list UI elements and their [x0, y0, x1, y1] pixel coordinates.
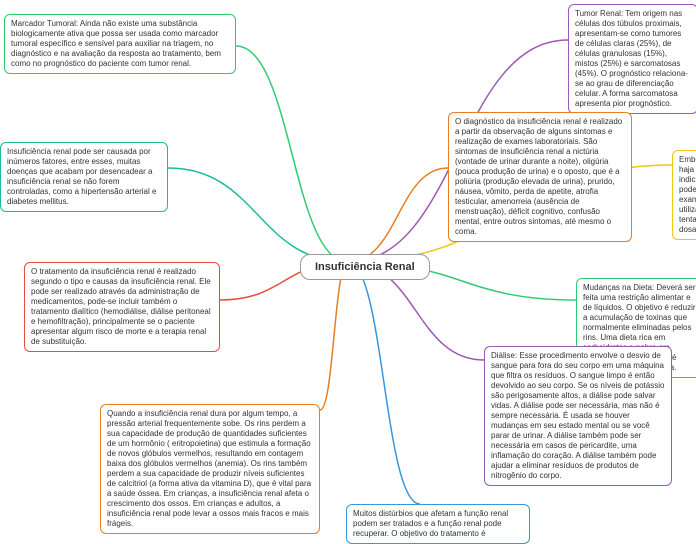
center-node: Insuficiência Renal: [300, 254, 430, 280]
connector-diagnostico: [348, 168, 448, 262]
node-embora: Embora não haja um exame indicativo, pod…: [672, 150, 696, 240]
node-disturbios: Muitos distúrbios que afetam a função re…: [346, 504, 530, 544]
connector-disturbios: [348, 262, 420, 504]
connector-causas: [168, 168, 348, 262]
connector-pressao: [320, 262, 348, 410]
node-diagnostico: O diagnóstico da insuficiência renal é r…: [448, 112, 632, 242]
node-tratamento: O tratamento da insuficiência renal é re…: [24, 262, 220, 352]
node-dialise: Diálise: Esse procedimento envolve o des…: [484, 346, 672, 486]
node-pressao: Quando a insuficiência renal dura por al…: [100, 404, 320, 534]
node-causas: Insuficiência renal pode ser causada por…: [0, 142, 168, 212]
node-tumor: Tumor Renal: Tem origem nas células dos …: [568, 4, 696, 114]
node-marcador: Marcador Tumoral: Ainda não existe uma s…: [4, 14, 236, 74]
connector-marcador: [236, 46, 348, 262]
